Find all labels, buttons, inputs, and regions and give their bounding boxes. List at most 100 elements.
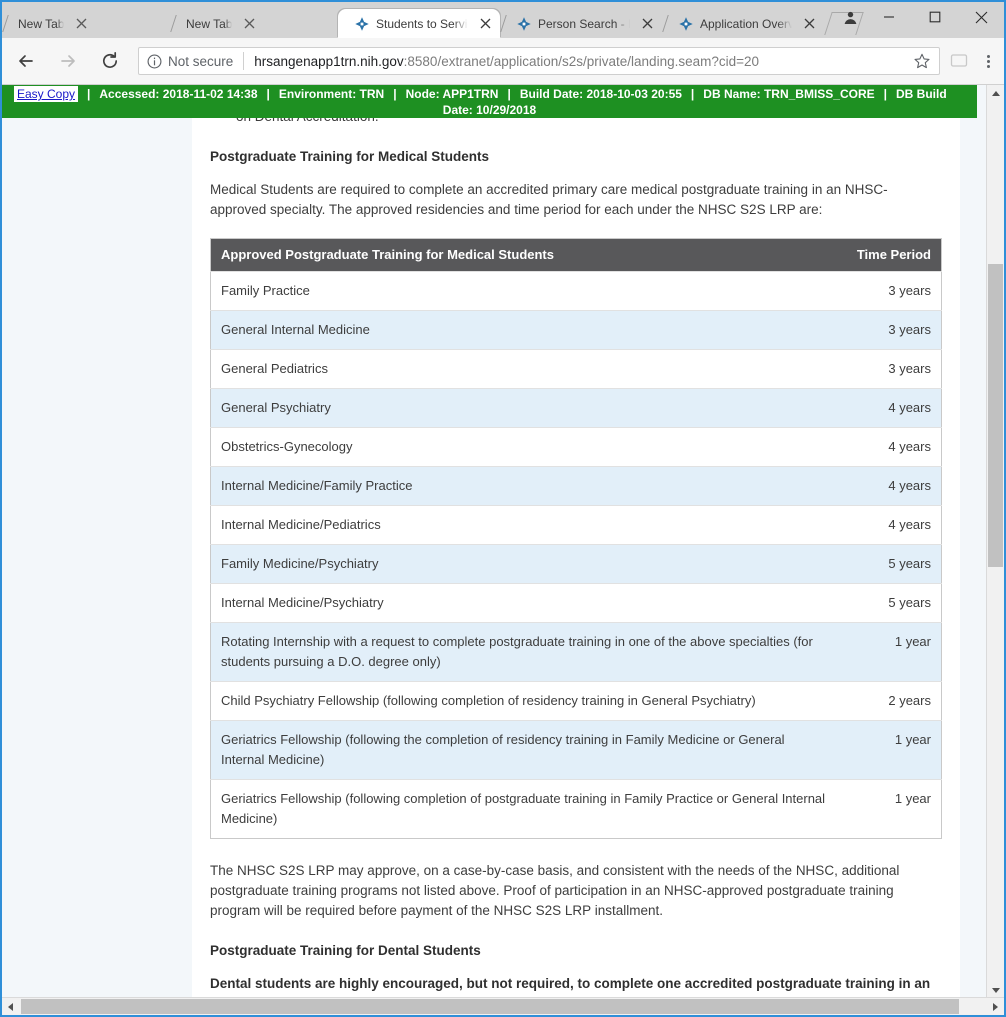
tab-title: Application Overview bbox=[700, 16, 792, 31]
browser-tab-2[interactable]: New Tab bbox=[170, 9, 338, 38]
tab-title: New Tab bbox=[186, 16, 233, 31]
tab-separator bbox=[170, 15, 177, 32]
chevron-down-icon bbox=[991, 988, 1000, 993]
scroll-up-button[interactable] bbox=[987, 85, 1004, 102]
reload-icon[interactable] bbox=[92, 43, 128, 79]
medical-table-head: Approved Postgraduate Training for Medic… bbox=[210, 238, 942, 272]
site-favicon-icon bbox=[516, 16, 532, 32]
cell-program: General Psychiatry bbox=[210, 388, 837, 428]
back-arrow-icon[interactable] bbox=[8, 43, 44, 79]
close-icon[interactable] bbox=[800, 15, 818, 33]
table-row: General Pediatrics 3 years bbox=[210, 349, 942, 389]
url-text: hrsangenapp1trn.nih.gov:8580/extranet/ap… bbox=[254, 54, 909, 69]
cell-program: Internal Medicine/Psychiatry bbox=[210, 583, 837, 623]
account-icon[interactable] bbox=[836, 4, 864, 30]
tab-title: Students to Service bbox=[376, 16, 468, 31]
omnibox-divider bbox=[243, 52, 245, 70]
kebab-dots bbox=[986, 53, 990, 70]
kebab-menu-icon[interactable] bbox=[974, 43, 1002, 79]
cell-period: 5 years bbox=[837, 583, 942, 623]
minimize-icon[interactable] bbox=[866, 2, 912, 32]
close-icon[interactable] bbox=[72, 15, 90, 33]
medical-intro-paragraph: Medical Students are required to complet… bbox=[210, 182, 888, 217]
cell-period: 3 years bbox=[837, 271, 942, 311]
cell-program: General Internal Medicine bbox=[210, 310, 837, 350]
environment-banner: Easy Copy | Accessed: 2018-11-02 14:38 |… bbox=[2, 85, 977, 118]
table-row: Obstetrics-Gynecology 4 years bbox=[210, 427, 942, 467]
horizontal-scrollbar-thumb[interactable] bbox=[21, 999, 959, 1014]
medical-table-body: Family Practice 3 years General Internal… bbox=[210, 271, 942, 839]
vertical-scrollbar[interactable] bbox=[986, 85, 1004, 999]
banner-separator: | bbox=[507, 87, 511, 101]
cell-program: Child Psychiatry Fellowship (following c… bbox=[210, 681, 837, 721]
db-build-label: DB Build bbox=[896, 87, 947, 101]
cell-program: Geriatrics Fellowship (following complet… bbox=[210, 779, 837, 839]
cast-icon[interactable] bbox=[946, 48, 972, 74]
banner-separator: | bbox=[883, 87, 888, 101]
browser-tab-4[interactable]: Person Search - BMISS bbox=[500, 9, 662, 38]
table-row: Internal Medicine/Family Practice 4 year… bbox=[210, 466, 942, 506]
address-bar[interactable]: Not secure hrsangenapp1trn.nih.gov:8580/… bbox=[138, 47, 940, 75]
cell-period: 3 years bbox=[837, 349, 942, 389]
page-left-margin bbox=[2, 85, 193, 1015]
easy-copy-link[interactable]: Easy Copy bbox=[14, 86, 79, 102]
banner-separator: | bbox=[87, 87, 91, 101]
vertical-scrollbar-thumb[interactable] bbox=[988, 264, 1003, 567]
close-icon[interactable] bbox=[638, 15, 656, 33]
horizontal-scrollbar[interactable] bbox=[2, 997, 1004, 1015]
close-icon[interactable] bbox=[958, 2, 1004, 32]
url-path: :8580/extranet/application/s2s/private/l… bbox=[403, 53, 760, 69]
page-content: A school of dentistry, pursuing a D.D.S … bbox=[192, 85, 960, 1015]
cell-program: Geriatrics Fellowship (following the com… bbox=[210, 720, 837, 780]
cell-program: Family Practice bbox=[210, 271, 837, 311]
cell-program: Obstetrics-Gynecology bbox=[210, 427, 837, 467]
tab-separator bbox=[500, 15, 507, 32]
browser-tab-1[interactable]: New Tab bbox=[2, 9, 170, 38]
scroll-right-button[interactable] bbox=[987, 998, 1004, 1015]
star-icon[interactable] bbox=[909, 48, 935, 74]
tab-strip: New Tab New Tab bbox=[2, 2, 1004, 38]
column-header-time-period: Time Period bbox=[837, 238, 942, 272]
cell-period: 4 years bbox=[837, 427, 942, 467]
page-right-margin bbox=[960, 85, 977, 1015]
security-label: Not secure bbox=[168, 53, 234, 69]
environment-label: Environment: TRN bbox=[278, 87, 385, 101]
chevron-left-icon bbox=[8, 1002, 13, 1011]
close-icon[interactable] bbox=[240, 15, 258, 33]
medical-section-heading: Postgraduate Training for Medical Studen… bbox=[210, 149, 490, 164]
medical-note-paragraph: The NHSC S2S LRP may approve, on a case-… bbox=[210, 863, 900, 918]
cell-program: Internal Medicine/Pediatrics bbox=[210, 505, 837, 545]
browser-tab-5[interactable]: Application Overview bbox=[662, 9, 824, 38]
chevron-up-icon bbox=[991, 91, 1000, 96]
scroll-down-button[interactable] bbox=[987, 982, 1004, 999]
table-row: Child Psychiatry Fellowship (following c… bbox=[210, 681, 942, 721]
cell-program: Family Medicine/Psychiatry bbox=[210, 544, 837, 584]
cell-period: 1 year bbox=[837, 720, 942, 780]
cell-period: 5 years bbox=[837, 544, 942, 584]
node-label: Node: APP1TRN bbox=[405, 87, 499, 101]
cell-period: 4 years bbox=[837, 466, 942, 506]
browser-tab-3-active[interactable]: Students to Service bbox=[338, 9, 500, 38]
window-controls bbox=[866, 2, 1004, 32]
build-date-label: Build Date: 2018-10-03 20:55 bbox=[519, 87, 682, 101]
scroll-left-button[interactable] bbox=[2, 998, 19, 1015]
table-row: Internal Medicine/Psychiatry 5 years bbox=[210, 583, 942, 623]
security-indicator[interactable]: Not secure bbox=[147, 54, 233, 69]
table-row: Family Medicine/Psychiatry 5 years bbox=[210, 544, 942, 584]
cell-period: 1 year bbox=[837, 779, 942, 839]
table-row: Rotating Internship with a request to co… bbox=[210, 622, 942, 682]
column-header-program: Approved Postgraduate Training for Medic… bbox=[210, 238, 837, 272]
info-circle-icon bbox=[147, 54, 162, 68]
site-favicon-icon bbox=[678, 16, 694, 32]
banner-separator: | bbox=[266, 87, 270, 101]
page-viewport: A school of dentistry, pursuing a D.D.S … bbox=[2, 85, 1004, 1015]
close-icon[interactable] bbox=[476, 15, 494, 33]
table-row: General Internal Medicine 3 years bbox=[210, 310, 942, 350]
maximize-icon[interactable] bbox=[912, 2, 958, 32]
chevron-right-icon bbox=[993, 1002, 998, 1011]
banner-separator: | bbox=[393, 87, 397, 101]
site-favicon-icon bbox=[354, 16, 370, 32]
cell-period: 4 years bbox=[837, 505, 942, 545]
table-row: Internal Medicine/Pediatrics 4 years bbox=[210, 505, 942, 545]
